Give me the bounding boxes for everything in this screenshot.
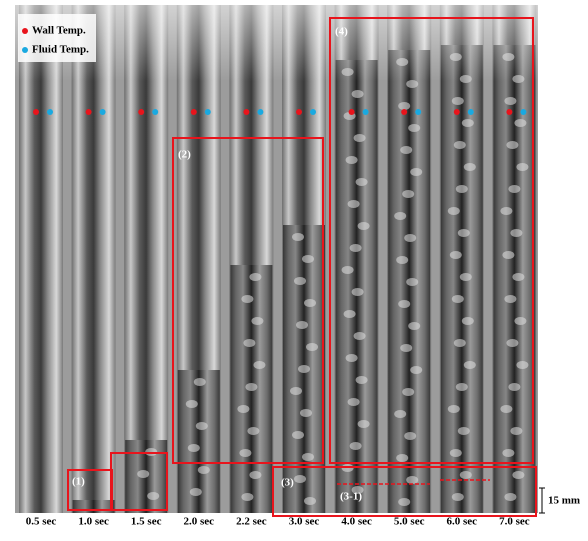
time-labels: 0.5 sec 1.0 sec 1.5 sec 2.0 sec 2.2 sec 3.0 s… (26, 516, 530, 528)
time-label: 5.0 sec (394, 516, 425, 528)
time-label: 1.5 sec (131, 516, 162, 528)
region-label: (3-1) (340, 491, 362, 503)
region-label: (4) (335, 26, 348, 38)
time-label: 7.0 sec (499, 516, 530, 528)
legend-fluid: Fluid Temp. (32, 44, 89, 56)
region-label: (1) (72, 476, 85, 488)
time-label: 4.0 sec (341, 516, 372, 528)
scale-label: 15 mm (548, 495, 580, 507)
legend-wall-dot (22, 28, 28, 34)
time-label: 2.0 sec (184, 516, 215, 528)
time-label: 6.0 sec (447, 516, 478, 528)
legend-fluid-dot (22, 47, 28, 53)
photo-glare (15, 5, 538, 513)
time-label: 0.5 sec (26, 516, 57, 528)
figure: Wall Temp. Fluid Temp. (1) (2) (3) (3-1)… (0, 0, 588, 541)
region-label: (3) (281, 477, 294, 489)
time-label: 1.0 sec (78, 516, 109, 528)
legend-wall: Wall Temp. (32, 25, 86, 37)
time-label: 2.2 sec (236, 516, 267, 528)
time-label: 3.0 sec (289, 516, 320, 528)
region-label: (2) (178, 149, 191, 161)
